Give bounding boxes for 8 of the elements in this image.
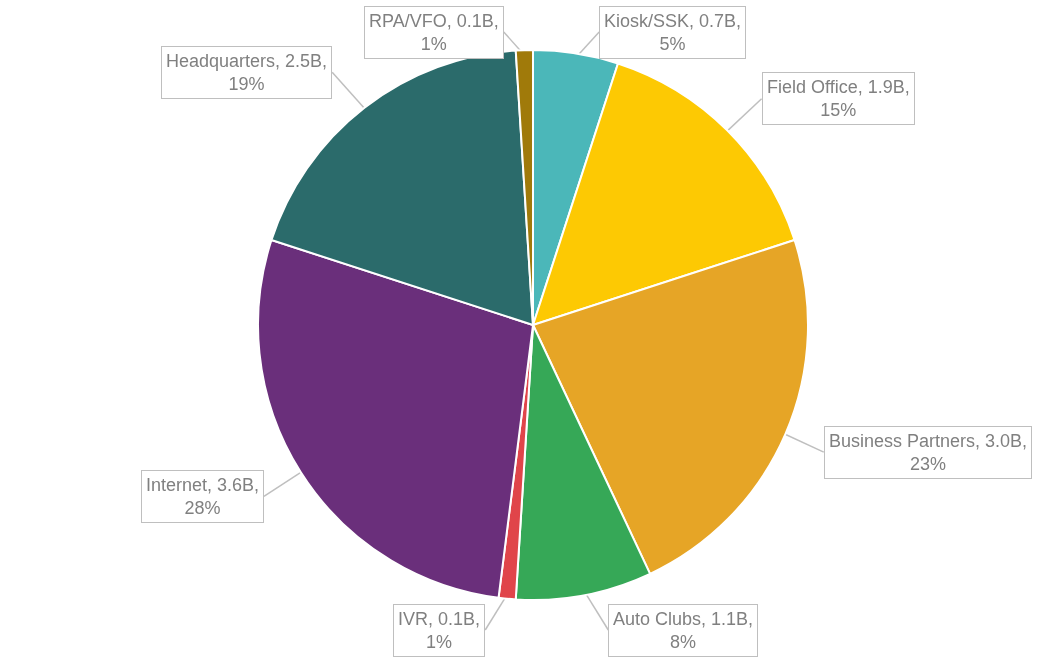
slice-label: RPA/VFO, 0.1B, 1% (369, 11, 499, 55)
slice-label: Field Office, 1.9B, 15% (767, 77, 910, 121)
slice-label: Internet, 3.6B, 28% (146, 475, 260, 519)
slice-label: IVR, 0.1B, 1% (398, 609, 481, 653)
slice-label: Auto Clubs, 1.1B, 8% (613, 609, 754, 653)
slice-label: Kiosk/SSK, 0.7B, 5% (604, 11, 742, 55)
slice-label: Headquarters, 2.5B, 19% (166, 51, 328, 95)
slice-label: Business Partners, 3.0B, 23% (829, 431, 1028, 475)
